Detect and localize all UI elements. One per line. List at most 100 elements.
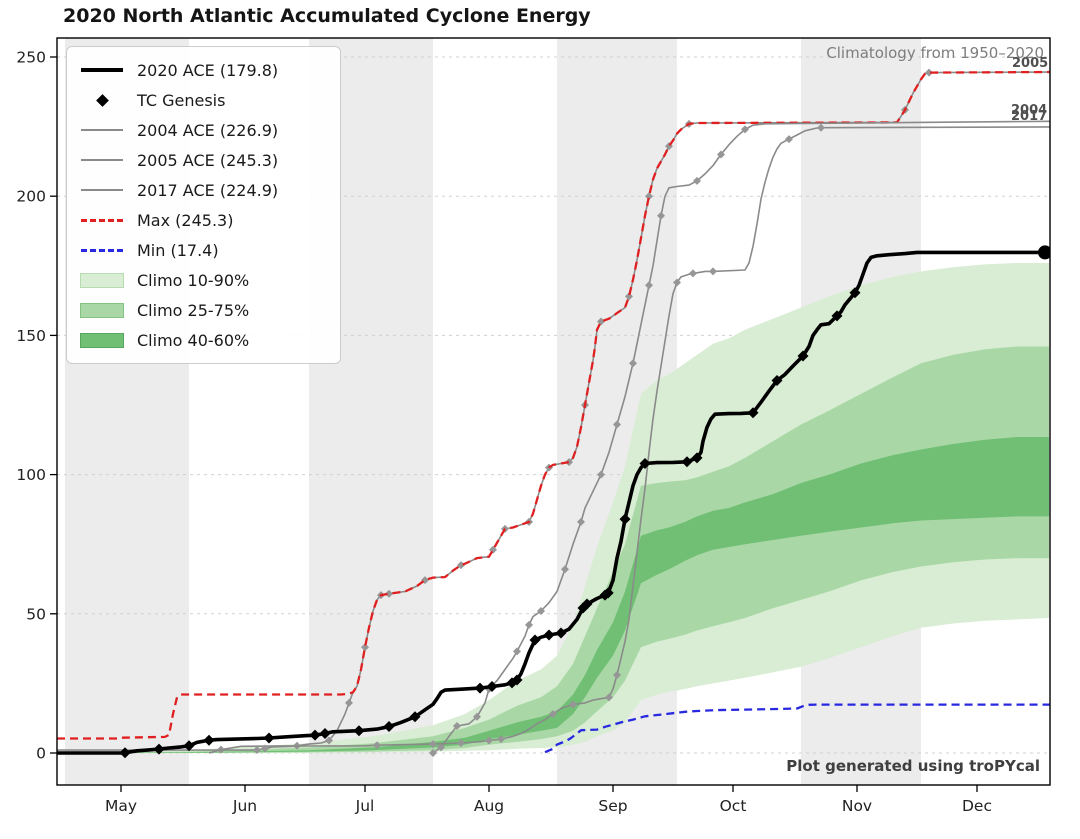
x-tick-label: Jul bbox=[355, 797, 375, 815]
legend-item-9: Climo 40-60% bbox=[80, 325, 328, 355]
legend-item-label: Climo 10-90% bbox=[137, 270, 250, 290]
series-endpoint-dot bbox=[1038, 245, 1050, 260]
year-genesis-marker bbox=[561, 565, 569, 574]
year-genesis-marker bbox=[693, 176, 701, 185]
fill-swatch-icon bbox=[80, 272, 124, 288]
year-genesis-marker bbox=[605, 693, 613, 702]
tc-genesis-marker bbox=[681, 456, 693, 468]
year-genesis-marker bbox=[625, 292, 633, 301]
tc-genesis-marker bbox=[831, 310, 843, 322]
tc-genesis-marker bbox=[119, 747, 131, 759]
year-genesis-marker bbox=[525, 620, 533, 629]
series-min bbox=[544, 703, 1050, 754]
x-tick-label: May bbox=[105, 797, 137, 815]
year-genesis-marker bbox=[385, 589, 393, 598]
tc-genesis-marker bbox=[639, 457, 651, 469]
year-genesis-marker bbox=[429, 740, 437, 749]
tc-genesis-marker bbox=[619, 513, 631, 525]
legend-item-label: Climo 25-75% bbox=[137, 300, 250, 320]
tc-genesis-marker bbox=[849, 287, 861, 299]
y-tick-label: 50 bbox=[26, 605, 46, 623]
year-genesis-marker bbox=[345, 698, 353, 707]
legend-item-7: Climo 10-90% bbox=[80, 265, 328, 295]
y-tick-label: 200 bbox=[16, 188, 46, 206]
tc-genesis-marker bbox=[581, 598, 593, 610]
legend-item-label: Min (17.4) bbox=[137, 240, 219, 260]
thin-line-swatch-icon bbox=[80, 129, 124, 131]
year-genesis-marker bbox=[613, 671, 621, 680]
legend-item-8: Climo 25-75% bbox=[80, 295, 328, 325]
legend-item-label: 2005 ACE (245.3) bbox=[137, 150, 279, 170]
diamond-swatch-icon bbox=[80, 93, 124, 107]
tc-genesis-marker bbox=[511, 674, 523, 686]
year-genesis-marker bbox=[569, 700, 577, 709]
year-genesis-marker bbox=[577, 517, 585, 526]
year-genesis-marker bbox=[473, 712, 481, 721]
chart-title: 2020 North Atlantic Accumulated Cyclone … bbox=[63, 5, 591, 27]
tc-genesis-marker bbox=[602, 587, 614, 599]
legend-item-label: 2004 ACE (226.9) bbox=[137, 120, 279, 140]
series-2017-ace bbox=[57, 126, 1050, 751]
year-genesis-marker bbox=[513, 647, 521, 656]
climo-band-10-90 bbox=[57, 263, 1049, 753]
year-genesis-marker bbox=[629, 359, 637, 368]
legend-item-label: 2020 ACE (179.8) bbox=[137, 60, 279, 80]
year-genesis-marker bbox=[537, 607, 545, 616]
credit-note: Plot generated using troPYcal bbox=[786, 757, 1040, 775]
tc-genesis-marker bbox=[555, 627, 567, 639]
year-genesis-marker bbox=[253, 745, 261, 754]
year-genesis-marker bbox=[457, 561, 465, 570]
legend: 2020 ACE (179.8) TC Genesis 2004 ACE (226.… bbox=[66, 46, 341, 364]
plot-frame bbox=[56, 37, 1051, 786]
year-genesis-marker bbox=[817, 123, 825, 132]
tc-genesis-marker bbox=[203, 734, 215, 746]
y-tick-label: 100 bbox=[16, 466, 46, 484]
year-genesis-marker bbox=[549, 710, 557, 719]
year-genesis-marker bbox=[785, 135, 793, 144]
climo-band-40-60 bbox=[57, 437, 1049, 753]
fill-swatch-icon bbox=[80, 302, 124, 318]
tc-genesis-marker bbox=[691, 452, 703, 464]
line-end-label-2017: 2017 bbox=[1011, 109, 1048, 124]
tc-genesis-marker bbox=[529, 634, 541, 646]
legend-item-label: 2017 ACE (224.9) bbox=[137, 180, 279, 200]
year-genesis-marker bbox=[689, 269, 697, 278]
climatology-note: Climatology from 1950–2020 bbox=[826, 44, 1044, 62]
year-genesis-marker bbox=[453, 721, 461, 730]
dashed-line-swatch-icon bbox=[80, 248, 124, 252]
year-genesis-marker bbox=[717, 150, 725, 159]
tc-genesis-marker bbox=[797, 350, 809, 362]
year-genesis-marker bbox=[261, 744, 269, 753]
fill-swatch-icon bbox=[80, 332, 124, 348]
y-tick-label: 0 bbox=[36, 745, 46, 763]
tc-genesis-marker bbox=[263, 732, 275, 744]
legend-item-4: 2017 ACE (224.9) bbox=[80, 175, 328, 205]
tc-genesis-marker bbox=[153, 743, 165, 755]
year-genesis-marker bbox=[613, 420, 621, 429]
series-max bbox=[57, 70, 1050, 740]
tc-genesis-marker bbox=[474, 682, 486, 694]
legend-item-1: TC Genesis bbox=[80, 85, 328, 115]
thin-line-swatch-icon bbox=[80, 159, 124, 161]
tc-genesis-marker bbox=[543, 629, 555, 641]
x-tick-label: Sep bbox=[598, 797, 627, 815]
thick-line-swatch-icon bbox=[80, 68, 124, 72]
year-genesis-marker bbox=[597, 317, 605, 326]
tc-genesis-marker bbox=[183, 740, 195, 752]
legend-item-label: TC Genesis bbox=[137, 90, 226, 110]
tc-genesis-marker bbox=[353, 725, 365, 737]
legend-item-label: Max (245.3) bbox=[137, 210, 234, 230]
line-end-label-2005: 2005 bbox=[1012, 56, 1049, 71]
legend-item-0: 2020 ACE (179.8) bbox=[80, 55, 328, 85]
dashed-line-swatch-icon bbox=[80, 218, 124, 222]
year-genesis-marker bbox=[325, 736, 333, 745]
tc-genesis-marker bbox=[319, 728, 331, 740]
tc-genesis-marker bbox=[409, 711, 421, 723]
year-genesis-marker bbox=[741, 125, 749, 134]
line-end-label-2004: 2004 bbox=[1011, 103, 1048, 118]
x-tick-label: Oct bbox=[720, 797, 747, 815]
year-genesis-marker bbox=[645, 281, 653, 290]
legend-item-3: 2005 ACE (245.3) bbox=[80, 145, 328, 175]
tc-genesis-marker bbox=[486, 680, 498, 692]
